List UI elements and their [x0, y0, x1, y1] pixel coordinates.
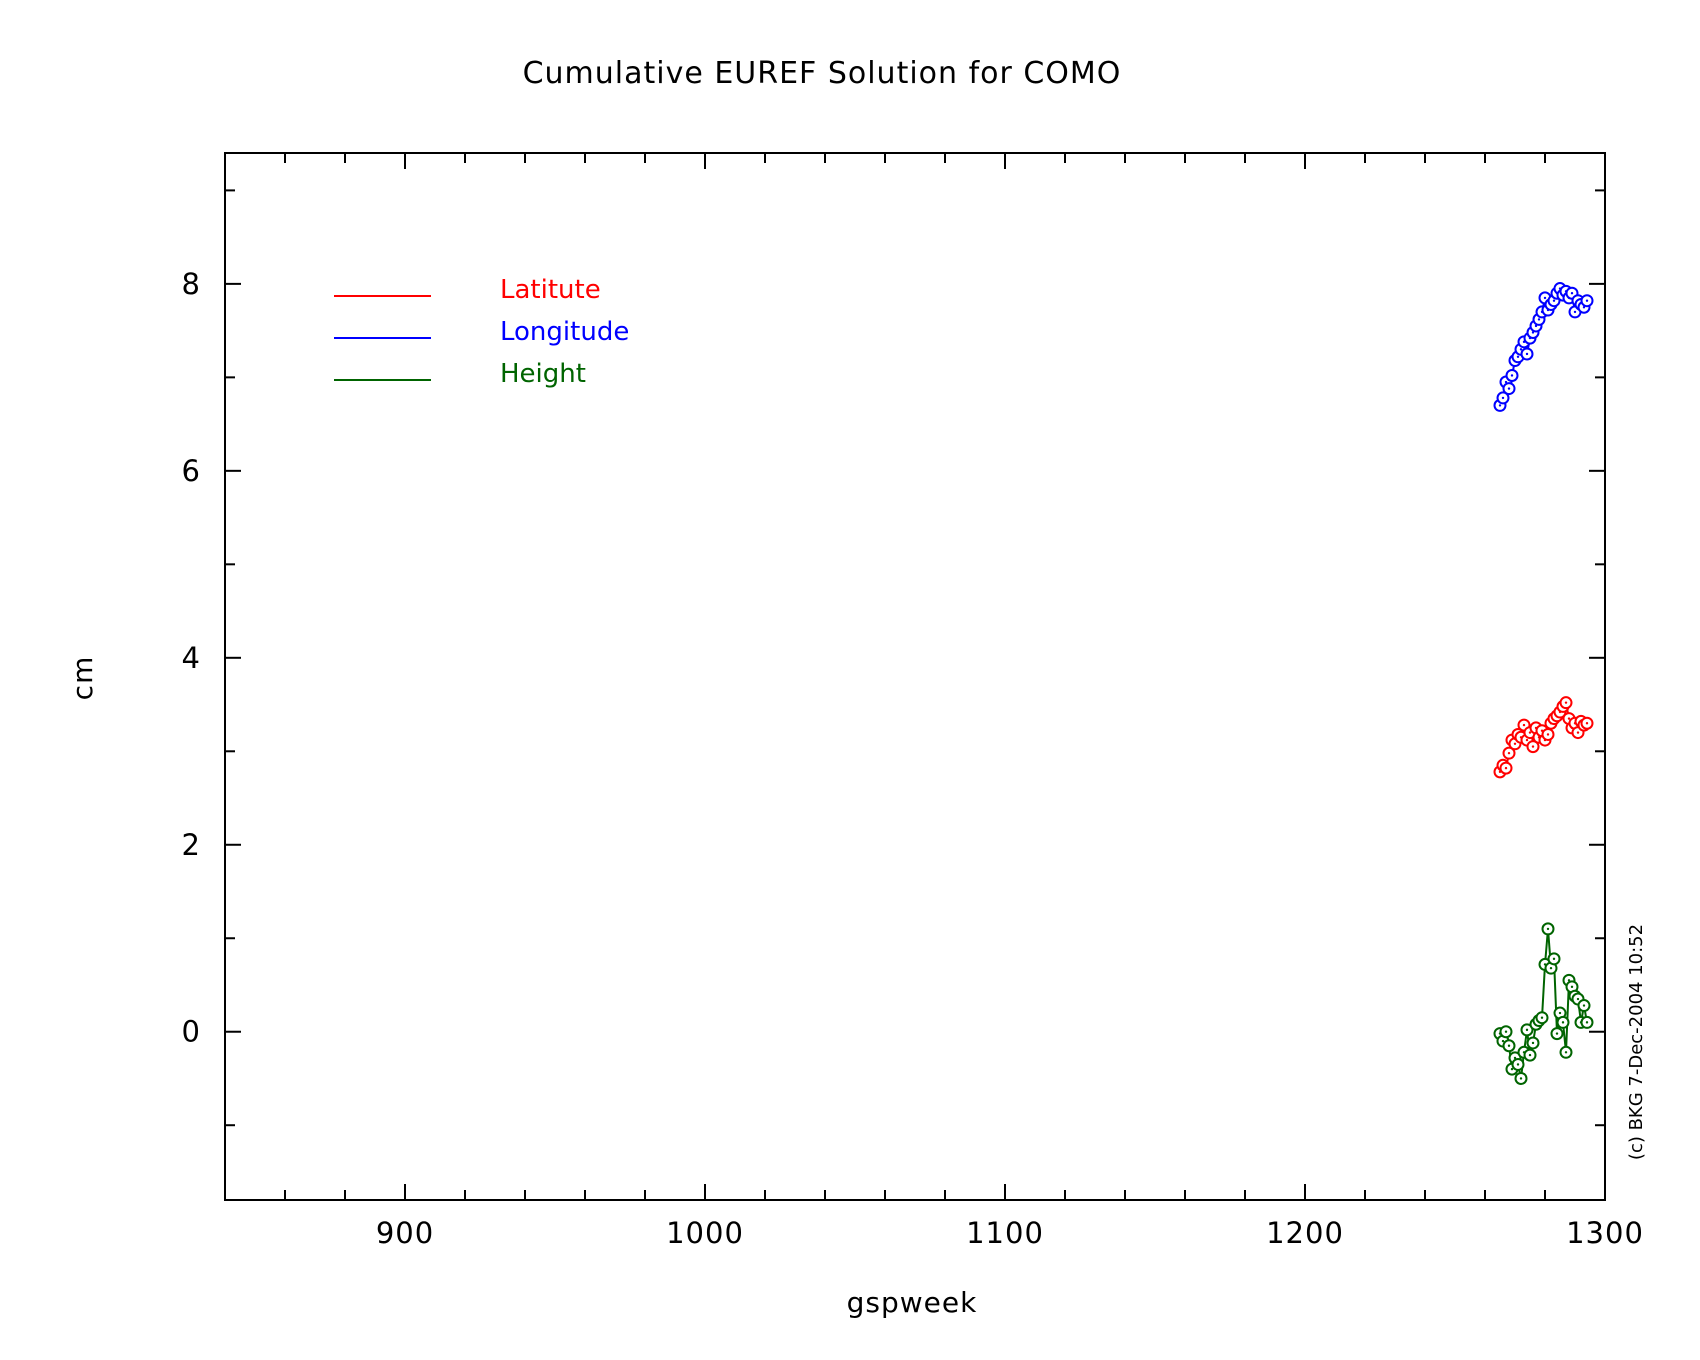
y-tick-label: 6 — [182, 454, 200, 488]
data-point-center — [1510, 374, 1514, 377]
chart-title: Cumulative EUREF Solution for COMO — [523, 56, 1122, 91]
data-point-center — [1528, 1053, 1532, 1057]
series-longitude — [1493, 282, 1594, 412]
legend: Latitute Longitude Height — [334, 275, 629, 389]
data-point-center — [1525, 352, 1529, 356]
data-point-center — [1507, 387, 1511, 390]
x-tick-label: 900 — [376, 1216, 434, 1250]
data-point-center — [1585, 722, 1589, 725]
data-point-center — [1507, 1044, 1511, 1047]
data-point-center — [1504, 1030, 1508, 1033]
x-axis-label: gspweek — [847, 1286, 978, 1319]
data-point-center — [1570, 292, 1574, 295]
data-point-center — [1501, 396, 1505, 400]
data-point-center — [1516, 355, 1520, 358]
data-point-center — [1567, 717, 1571, 720]
data-point-center — [1573, 310, 1577, 314]
data-point-center — [1570, 985, 1574, 989]
x-tick-label: 1300 — [1566, 1216, 1644, 1250]
series-layer — [1493, 282, 1594, 1085]
data-point-center — [1585, 299, 1589, 302]
x-tick-label: 1000 — [666, 1216, 744, 1250]
data-point-center — [1540, 1016, 1544, 1019]
data-point-center — [1513, 742, 1517, 746]
data-point-center — [1537, 318, 1541, 321]
data-point-center — [1555, 1032, 1559, 1035]
credit-text: (c) BKG 7-Dec-2004 10:52 — [1626, 924, 1647, 1160]
data-point-center — [1498, 404, 1502, 407]
data-point-center — [1543, 296, 1547, 300]
data-point-center — [1549, 966, 1553, 970]
legend-label: Height — [500, 359, 586, 389]
data-point-center — [1525, 1028, 1529, 1032]
data-point-center — [1510, 1067, 1514, 1071]
data-point-center — [1531, 745, 1535, 748]
data-point-center — [1501, 1039, 1505, 1043]
data-point-center — [1516, 1063, 1520, 1066]
data-point-center — [1522, 723, 1526, 727]
data-point-center — [1585, 1021, 1589, 1024]
series-latitute — [1493, 696, 1594, 779]
y-tick-label: 8 — [182, 267, 200, 301]
data-point-center — [1561, 1021, 1565, 1024]
y-axis: 0 2 4 6 8 — [182, 189, 1605, 1127]
data-point-center — [1564, 1051, 1568, 1054]
y-tick-label: 0 — [182, 1015, 200, 1049]
legend-label: Longitude — [500, 317, 629, 347]
data-point-center — [1576, 997, 1580, 1001]
data-point-center — [1552, 299, 1556, 302]
data-point-center — [1582, 1004, 1586, 1007]
y-tick-label: 2 — [182, 828, 200, 862]
legend-label: Latitute — [500, 275, 601, 305]
data-point-center — [1519, 348, 1523, 351]
x-tick-label: 1100 — [966, 1216, 1044, 1250]
y-tick-label: 4 — [182, 641, 200, 675]
data-point-center — [1576, 731, 1580, 734]
x-tick-label: 1200 — [1266, 1216, 1344, 1250]
data-point-center — [1552, 957, 1556, 961]
x-axis: 900 1000 1100 1200 1300 — [224, 153, 1644, 1250]
data-point-center — [1558, 1011, 1562, 1015]
data-point-center — [1564, 701, 1568, 704]
data-point-center — [1504, 766, 1508, 770]
data-point-center — [1525, 738, 1529, 742]
data-point-center — [1546, 733, 1550, 736]
data-point-center — [1507, 751, 1511, 755]
y-axis-label: cm — [66, 656, 99, 701]
plot-frame — [224, 152, 1606, 1201]
series-height — [1493, 922, 1594, 1085]
data-point-center — [1519, 1077, 1523, 1080]
data-point-center — [1546, 927, 1550, 931]
data-point-center — [1531, 1041, 1535, 1045]
data-point-center — [1528, 731, 1532, 734]
